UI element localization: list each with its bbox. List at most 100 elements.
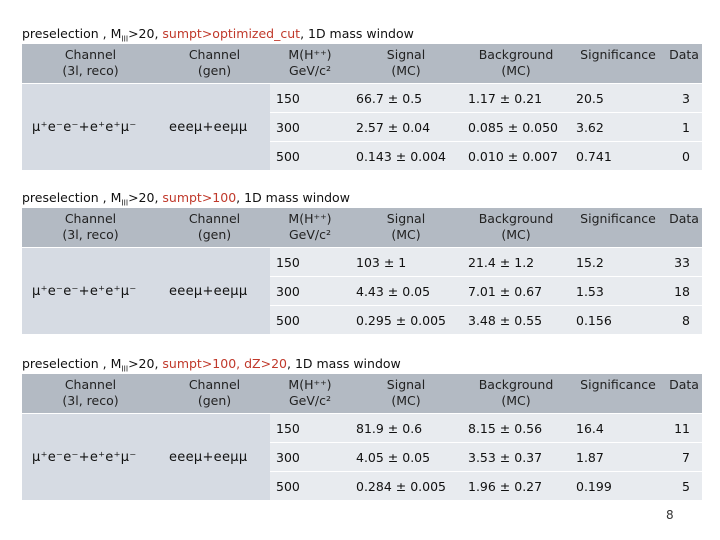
- signal-cell: 81.9 ± 0.6: [350, 413, 462, 443]
- signal-cell: 4.05 ± 0.05: [350, 442, 462, 472]
- caption-prefix: preselection , M: [22, 190, 122, 205]
- section-caption: preselection , Mlll>20, sumpt>100, 1D ma…: [22, 190, 350, 208]
- mass-cell: 300: [270, 442, 350, 472]
- caption-mid: >20,: [128, 26, 163, 41]
- significance-cell: 1.87: [570, 442, 666, 472]
- caption-suffix: , 1D mass window: [287, 356, 401, 371]
- header-signal: Signal (MC): [350, 44, 462, 84]
- background-cell: 1.96 ± 0.27: [462, 471, 570, 500]
- mass-cell: 500: [270, 305, 350, 334]
- header-row: Channel (3l, reco) Channel (gen) M(H⁺⁺) Ge…: [22, 44, 702, 84]
- data-cell: 3: [666, 83, 702, 113]
- caption-subscript: lll: [121, 364, 129, 374]
- header-channel-reco: Channel (3l, reco): [22, 44, 159, 84]
- header-row: Channel (3l, reco) Channel (gen) M(H⁺⁺) Ge…: [22, 208, 702, 248]
- caption-suffix: , 1D mass window: [300, 26, 414, 41]
- signal-cell: 4.43 ± 0.05: [350, 276, 462, 306]
- background-cell: 0.010 ± 0.007: [462, 141, 570, 170]
- background-cell: 0.085 ± 0.050: [462, 112, 570, 142]
- data-cell: 11: [666, 413, 702, 443]
- header-background: Background (MC): [462, 374, 570, 414]
- data-cell: 18: [666, 276, 702, 306]
- table-row: μ⁺e⁻e⁻+e⁺e⁺μ⁻ eeeμ+eeμμ 150 103 ± 1 21.4 ± 1…: [22, 247, 702, 334]
- channel-reco-cell: μ⁺e⁻e⁻+e⁺e⁺μ⁻: [22, 247, 159, 334]
- data-cell: 5: [666, 471, 702, 500]
- background-cell: 3.53 ± 0.37: [462, 442, 570, 472]
- header-data: Data: [666, 374, 702, 414]
- background-cell: 21.4 ± 1.2: [462, 247, 570, 277]
- section-caption: preselection , Mlll>20, sumpt>100, dZ>20…: [22, 356, 401, 374]
- background-cell: 1.17 ± 0.21: [462, 83, 570, 113]
- signal-cell: 0.295 ± 0.005: [350, 305, 462, 334]
- data-cell: 33: [666, 247, 702, 277]
- signal-cell: 66.7 ± 0.5: [350, 83, 462, 113]
- header-channel-reco: Channel (3l, reco): [22, 208, 159, 248]
- caption-suffix: , 1D mass window: [236, 190, 350, 205]
- header-background: Background (MC): [462, 208, 570, 248]
- header-significance: Significance: [570, 208, 666, 248]
- signal-cell: 0.284 ± 0.005: [350, 471, 462, 500]
- significance-cell: 16.4: [570, 413, 666, 443]
- header-channel-gen: Channel (gen): [159, 208, 270, 248]
- header-channel-gen: Channel (gen): [159, 44, 270, 84]
- background-cell: 3.48 ± 0.55: [462, 305, 570, 334]
- significance-cell: 0.199: [570, 471, 666, 500]
- background-cell: 8.15 ± 0.56: [462, 413, 570, 443]
- page-number: 8: [666, 508, 674, 522]
- data-cell: 8: [666, 305, 702, 334]
- significance-cell: 15.2: [570, 247, 666, 277]
- data-cell: 1: [666, 112, 702, 142]
- caption-cut: sumpt>optimized_cut: [162, 26, 301, 41]
- table-row: 500 0.143 ± 0.004 0.010 ± 0.007 0.741 0: [22, 141, 702, 170]
- header-signal: Signal (MC): [350, 374, 462, 414]
- header-data: Data: [666, 44, 702, 84]
- significance-cell: 0.741: [570, 141, 666, 170]
- mass-cell: 500: [270, 471, 350, 500]
- header-signal: Signal (MC): [350, 208, 462, 248]
- header-mass: M(H⁺⁺) GeV/c²: [270, 374, 350, 414]
- mass-cell: 150: [270, 83, 350, 113]
- header-significance: Significance: [570, 44, 666, 84]
- header-significance: Significance: [570, 374, 666, 414]
- caption-prefix: preselection , M: [22, 356, 122, 371]
- channel-reco-cell: μ⁺e⁻e⁻+e⁺e⁺μ⁻: [22, 83, 159, 170]
- section-caption: preselection , Mlll>20, sumpt>optimized_…: [22, 26, 414, 44]
- results-table: Channel (3l, reco) Channel (gen) M(H⁺⁺) Ge…: [22, 44, 702, 170]
- channel-gen-cell: eeeμ+eeμμ: [159, 413, 270, 500]
- table-row: 500 0.284 ± 0.005 1.96 ± 0.27 0.199 5: [22, 471, 702, 500]
- caption-subscript: lll: [121, 34, 129, 44]
- data-cell: 0: [666, 141, 702, 170]
- mass-cell: 150: [270, 413, 350, 443]
- caption-subscript: lll: [121, 198, 129, 208]
- data-cell: 7: [666, 442, 702, 472]
- header-mass: M(H⁺⁺) GeV/c²: [270, 44, 350, 84]
- results-table: Channel (3l, reco) Channel (gen) M(H⁺⁺) Ge…: [22, 208, 702, 334]
- signal-cell: 2.57 ± 0.04: [350, 112, 462, 142]
- header-channel-gen: Channel (gen): [159, 374, 270, 414]
- caption-cut: sumpt>100, dZ>20: [162, 356, 287, 371]
- mass-cell: 150: [270, 247, 350, 277]
- header-channel-reco: Channel (3l, reco): [22, 374, 159, 414]
- header-data: Data: [666, 208, 702, 248]
- results-table: Channel (3l, reco) Channel (gen) M(H⁺⁺) Ge…: [22, 374, 702, 500]
- mass-cell: 300: [270, 112, 350, 142]
- table-row: 300 4.05 ± 0.05 3.53 ± 0.37 1.87 7: [22, 442, 702, 472]
- table-row: 300 2.57 ± 0.04 0.085 ± 0.050 3.62 1: [22, 112, 702, 142]
- table-row: μ⁺e⁻e⁻+e⁺e⁺μ⁻ eeeμ+eeμμ 150 81.9 ± 0.6 8.15 …: [22, 413, 702, 500]
- channel-reco-cell: μ⁺e⁻e⁻+e⁺e⁺μ⁻: [22, 413, 159, 500]
- mass-cell: 300: [270, 276, 350, 306]
- caption-mid: >20,: [128, 190, 163, 205]
- background-cell: 7.01 ± 0.67: [462, 276, 570, 306]
- signal-cell: 103 ± 1: [350, 247, 462, 277]
- significance-cell: 3.62: [570, 112, 666, 142]
- significance-cell: 0.156: [570, 305, 666, 334]
- channel-gen-cell: eeeμ+eeμμ: [159, 247, 270, 334]
- header-mass: M(H⁺⁺) GeV/c²: [270, 208, 350, 248]
- mass-cell: 500: [270, 141, 350, 170]
- caption-cut: sumpt>100: [162, 190, 237, 205]
- caption-mid: >20,: [128, 356, 163, 371]
- significance-cell: 20.5: [570, 83, 666, 113]
- significance-cell: 1.53: [570, 276, 666, 306]
- table-row: μ⁺e⁻e⁻+e⁺e⁺μ⁻ eeeμ+eeμμ 150 66.7 ± 0.5 1.17 …: [22, 83, 702, 170]
- table-row: 500 0.295 ± 0.005 3.48 ± 0.55 0.156 8: [22, 305, 702, 334]
